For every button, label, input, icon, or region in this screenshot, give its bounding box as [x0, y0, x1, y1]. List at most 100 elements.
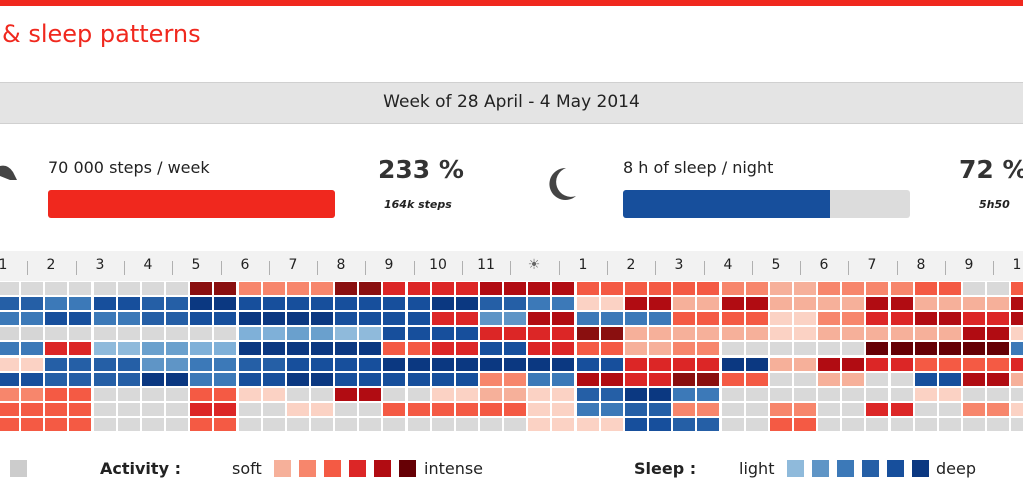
heatmap-cell: [600, 417, 624, 432]
heatmap-cell: [551, 387, 575, 402]
heatmap-cell: [1010, 387, 1023, 402]
heatmap-cell: [238, 372, 262, 387]
heatmap-cell: [479, 326, 503, 341]
hour-label: 11: [477, 257, 495, 273]
heatmap-cell: [696, 372, 720, 387]
heatmap-cell: [890, 387, 914, 402]
heatmap-cell: [817, 357, 841, 372]
heatmap-cell: [817, 402, 841, 417]
hour-separator: [172, 261, 173, 275]
heatmap-cell: [165, 402, 189, 417]
heatmap-cell: [358, 296, 382, 311]
heatmap-cell: [890, 281, 914, 296]
heatmap-cell: [527, 326, 551, 341]
heatmap-cell: [358, 402, 382, 417]
heatmap-cell: [624, 357, 648, 372]
hour-axis: 1 2 3 4 5 6 7 8 9 10 11 ☀ 1 2 3 4 5 6 7 8 9 1: [0, 251, 1023, 281]
heatmap-cell: [213, 417, 237, 432]
heatmap-cell: [358, 357, 382, 372]
heatmap-cell: [407, 326, 431, 341]
heatmap-cell: [117, 296, 141, 311]
hour-label: 1: [578, 257, 588, 273]
heatmap-cell: [672, 357, 696, 372]
heatmap-cell: [189, 372, 213, 387]
hour-separator: [124, 261, 125, 275]
heatmap-cell: [189, 296, 213, 311]
heatmap-cell: [745, 357, 769, 372]
heatmap-cell: [141, 372, 165, 387]
heatmap-cell: [986, 357, 1010, 372]
hour-separator: [993, 261, 994, 275]
shoe-icon: [0, 165, 17, 180]
heatmap-cell: [890, 311, 914, 326]
heatmap-cell: [165, 372, 189, 387]
heatmap-cell: [189, 341, 213, 356]
heatmap-cell: [696, 311, 720, 326]
heatmap-cell: [20, 296, 44, 311]
heatmap-cell: [841, 296, 865, 311]
heatmap-cell: [938, 296, 962, 311]
heatmap-cell: [455, 357, 479, 372]
heatmap-cell: [914, 387, 938, 402]
heatmap-cell: [769, 417, 793, 432]
heatmap-cell: [938, 417, 962, 432]
heatmap-cell: [721, 311, 745, 326]
legend-activity-label: Activity :: [100, 459, 181, 478]
hour-separator: [414, 261, 415, 275]
hour-label: 9: [964, 257, 974, 273]
heatmap-cell: [721, 387, 745, 402]
heatmap-cell: [1010, 326, 1023, 341]
heatmap-cell: [93, 341, 117, 356]
heatmap-cell: [382, 417, 406, 432]
heatmap-cell: [431, 296, 455, 311]
heatmap-cell: [914, 341, 938, 356]
heatmap-cell: [189, 326, 213, 341]
heatmap-cell: [624, 281, 648, 296]
heatmap-cell: [527, 402, 551, 417]
heatmap-cell: [551, 296, 575, 311]
heatmap-cell: [696, 402, 720, 417]
heatmap-cell: [890, 296, 914, 311]
heatmap-cell: [407, 387, 431, 402]
heatmap-cell: [503, 357, 527, 372]
heatmap-cell: [358, 326, 382, 341]
heatmap-cell: [721, 402, 745, 417]
heatmap-cell: [0, 417, 20, 432]
week-label: Week of 28 April - 4 May 2014: [383, 92, 640, 112]
heatmap-cell: [431, 311, 455, 326]
heatmap-cell: [382, 372, 406, 387]
heatmap-cell: [600, 311, 624, 326]
heatmap-cell: [1010, 296, 1023, 311]
heatmap-cell: [165, 281, 189, 296]
legend-soft-label: soft: [232, 459, 262, 478]
heatmap-cell: [1010, 341, 1023, 356]
heatmap-cell: [431, 387, 455, 402]
heatmap-cell: [334, 341, 358, 356]
heatmap-cell: [721, 357, 745, 372]
sleep-duration: 5h50: [979, 198, 1010, 211]
heatmap-cell: [68, 417, 92, 432]
heatmap-cell: [165, 341, 189, 356]
heatmap-cell: [165, 311, 189, 326]
heatmap-cell: [624, 326, 648, 341]
heatmap-cell: [20, 402, 44, 417]
hour-label: 5: [771, 257, 781, 273]
heatmap-cell: [793, 281, 817, 296]
heatmap-cell: [914, 402, 938, 417]
heatmap-cell: [141, 357, 165, 372]
heatmap-cell: [962, 357, 986, 372]
heatmap-cell: [382, 402, 406, 417]
heatmap-cell: [117, 341, 141, 356]
heatmap-cell: [44, 311, 68, 326]
activity-progress-bar: [48, 190, 335, 218]
heatmap-cell: [310, 311, 334, 326]
heatmap-cell: [286, 372, 310, 387]
hour-label: 1: [0, 257, 8, 273]
heatmap-cell: [238, 341, 262, 356]
heatmap-cell: [238, 311, 262, 326]
heatmap-cell: [479, 311, 503, 326]
heatmap-cell: [455, 281, 479, 296]
heatmap-cell: [503, 372, 527, 387]
heatmap-cell: [938, 281, 962, 296]
heatmap-cell: [793, 296, 817, 311]
